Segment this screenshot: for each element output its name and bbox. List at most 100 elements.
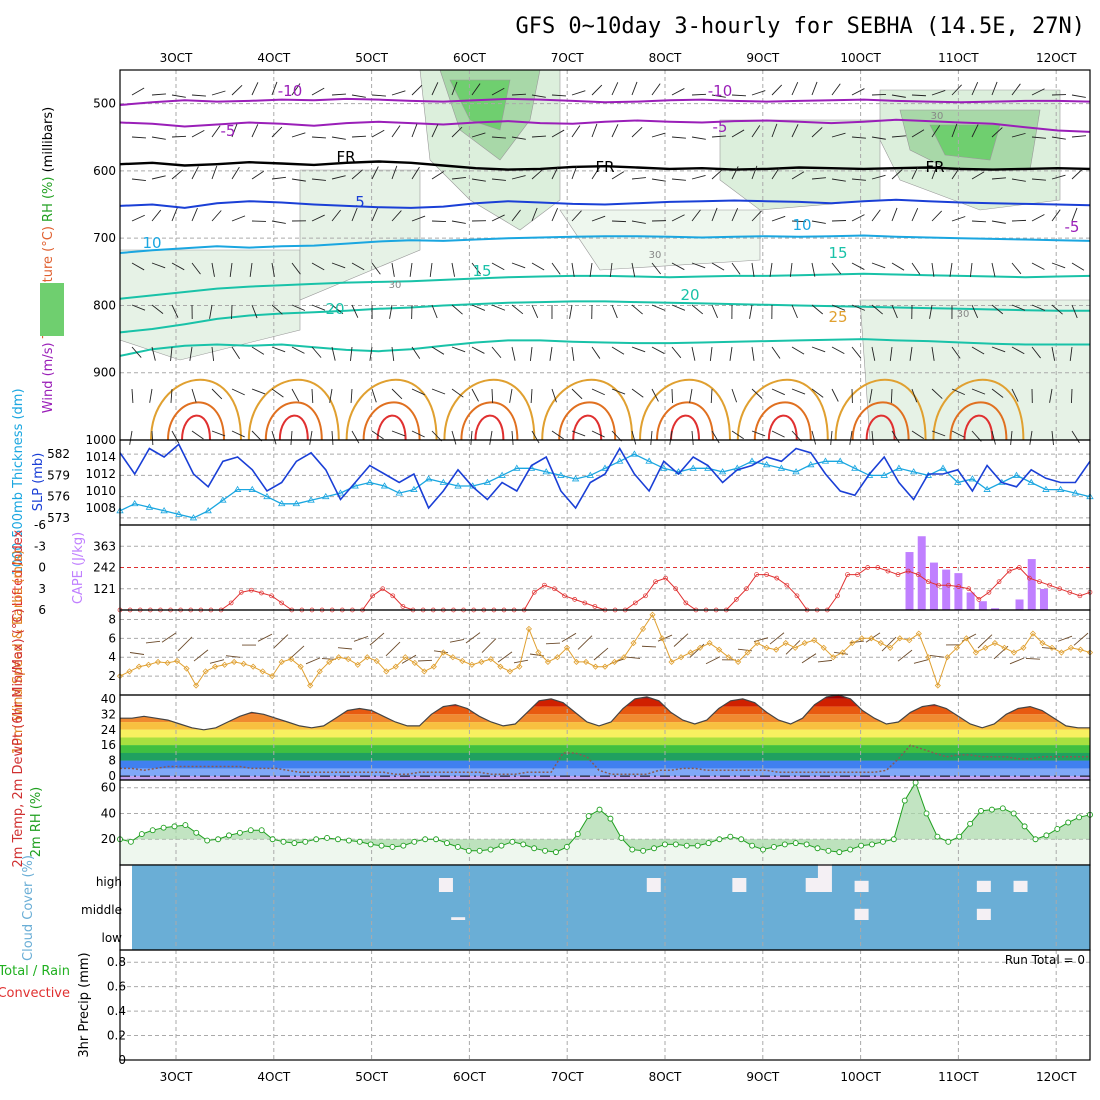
- cloud-high-block: [438, 878, 453, 892]
- wind-barb: [871, 346, 876, 361]
- wind-barb: [871, 94, 887, 96]
- wind-barb: [811, 262, 816, 277]
- wind-barb: [751, 125, 761, 138]
- contour-label: -5: [221, 122, 236, 140]
- rh-marker: [607, 815, 614, 822]
- wind-barb: [571, 210, 582, 222]
- wind-barb: [311, 304, 326, 311]
- wind-barb: [451, 177, 466, 180]
- wind-barb: [189, 346, 193, 361]
- wind-marker: [944, 654, 951, 661]
- rh-marker: [204, 837, 211, 844]
- panel-frame: [119, 949, 1091, 1061]
- wind-barb: [251, 388, 266, 395]
- thickness-marker: [689, 464, 697, 471]
- wind-barb: [1071, 169, 1083, 180]
- rh-marker: [988, 806, 995, 813]
- contour-line-40: [278, 414, 309, 441]
- wind-barb: [1071, 94, 1086, 98]
- wind-barb: [771, 215, 786, 222]
- wind-barb: [489, 430, 493, 445]
- wind-barb: [991, 304, 1004, 315]
- wind-barb-10m: [161, 632, 177, 643]
- wind-barb: [589, 262, 593, 277]
- run-total-label: Run Total = 0: [1005, 953, 1085, 967]
- li-marker: [683, 600, 689, 606]
- thickness-marker: [762, 461, 771, 468]
- slp-ylabel: SLP (mb): [31, 453, 46, 512]
- wind-marker: [364, 654, 371, 661]
- wind-barb: [811, 177, 826, 180]
- wind-barb: [991, 127, 1003, 138]
- rh-marker: [520, 841, 527, 848]
- wind-barb: [1011, 346, 1025, 355]
- contour-line-35: [362, 401, 421, 441]
- wind-barb: [931, 430, 946, 437]
- wind-barb: [571, 165, 578, 180]
- wind-barb: [671, 178, 686, 181]
- rh-marker: [727, 833, 734, 840]
- wind-barb: [689, 388, 693, 403]
- wind-barb: [151, 346, 156, 361]
- rh-marker: [160, 824, 167, 831]
- contour-label: 20: [325, 300, 344, 318]
- wind-barb: [931, 210, 943, 222]
- y-tick-label: 600: [93, 164, 116, 178]
- rh-marker: [269, 836, 276, 843]
- rh-marker: [705, 840, 712, 847]
- rh-marker: [661, 841, 668, 848]
- wind-barb-10m: [641, 645, 657, 648]
- li-marker: [572, 597, 578, 602]
- rh-marker: [629, 846, 636, 853]
- rh-marker: [596, 806, 603, 813]
- wind-barb: [951, 84, 962, 96]
- wind-barb: [751, 346, 755, 361]
- wind-marker: [620, 654, 628, 661]
- wind-barb: [531, 135, 546, 138]
- contour-label: -10: [708, 82, 733, 100]
- contour-line-35: [264, 401, 323, 441]
- wind-marker: [601, 663, 609, 670]
- wind-barb: [551, 94, 566, 97]
- wind-barb: [291, 304, 306, 311]
- wind-barb: [571, 125, 581, 138]
- contour-line-5: [119, 198, 1091, 209]
- wind-barb: [411, 215, 426, 222]
- li-marker: [632, 600, 638, 606]
- wind-barb-10m: [177, 636, 193, 652]
- cloud-layer-label: low: [102, 931, 123, 945]
- wind-marker: [497, 663, 504, 670]
- ylabel-text: Wind (m/s) Temperature (°C) RH (%) (mill…: [41, 107, 56, 413]
- wind-barb: [271, 388, 284, 398]
- precip-tick: 0.4: [107, 1004, 126, 1018]
- wind-barb: [231, 346, 241, 359]
- wind-barb: [791, 171, 805, 180]
- wind-marker: [1067, 644, 1075, 651]
- x-tick-label-bottom: 7OCT: [551, 1070, 584, 1084]
- wind-barb: [131, 388, 134, 403]
- wind-barb: [331, 262, 346, 269]
- thickness-marker: [424, 475, 433, 482]
- wind-barb: [209, 304, 213, 319]
- rh-tick: 60: [101, 781, 116, 795]
- wind-barb: [491, 304, 506, 311]
- wind-barb: [1051, 304, 1063, 315]
- temp-tick: 16: [101, 738, 116, 752]
- thickness-marker: [322, 492, 330, 500]
- wind-ylabel: 10m Wind Speed & Barbs (m/s): [11, 550, 26, 755]
- li-marker: [936, 582, 941, 588]
- wind-barb: [591, 430, 605, 438]
- li-marker: [875, 565, 881, 570]
- li-marker: [784, 582, 790, 588]
- contour-line-35: [753, 401, 812, 441]
- wind-barb: [851, 136, 866, 139]
- wind-barb: [471, 262, 481, 275]
- thickness-marker: [336, 489, 345, 496]
- panel-cloud-cover: high middle low Cloud Cover (%): [21, 855, 1091, 961]
- wind-barb: [731, 388, 738, 403]
- wind-barb: [491, 87, 505, 96]
- wind-barb: [129, 430, 133, 445]
- wind-barb: [1031, 304, 1046, 311]
- rh-marker: [553, 849, 559, 856]
- wind-barb: [731, 129, 745, 138]
